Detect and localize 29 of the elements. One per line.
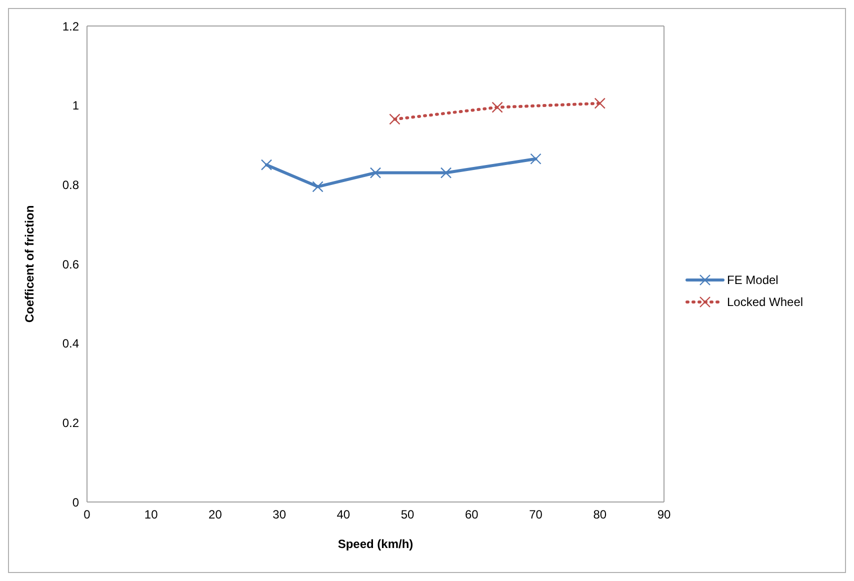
x-tick-label: 30: [272, 508, 286, 522]
point: [312, 181, 324, 192]
y-tick-label: 0.4: [62, 336, 80, 351]
legend-label: Locked Wheel: [727, 294, 804, 308]
y-tick-label: 0.8: [62, 178, 80, 192]
x-tick-label: 90: [657, 508, 671, 522]
y-tick-label: 0.6: [62, 257, 80, 272]
x-tick-label: 0: [84, 508, 91, 522]
y-tick-label: 0.2: [62, 416, 80, 430]
x-tick-label: 10: [144, 508, 158, 522]
x-tick-label: 50: [400, 508, 415, 522]
y-axis-title: Coefficent of friction: [22, 205, 36, 323]
x-tick-label: 20: [208, 508, 222, 522]
x-tick-label: 40: [336, 508, 350, 522]
y-tick-label: 0: [72, 495, 80, 510]
y-tick-label: 1: [72, 98, 80, 113]
legend-label: FE Model: [727, 272, 778, 286]
x-axis-title: Speed (km/h): [338, 537, 414, 551]
point: [594, 98, 606, 109]
x-tick-label: 70: [529, 508, 543, 522]
x-tick-label: 60: [464, 508, 479, 522]
y-tick-label: 1.2: [62, 19, 80, 34]
point: [370, 167, 382, 178]
point: [440, 167, 452, 178]
point: [389, 114, 400, 125]
point: [530, 153, 542, 164]
point: [260, 159, 272, 170]
point: [492, 102, 503, 113]
x-tick-label: 80: [593, 508, 607, 522]
